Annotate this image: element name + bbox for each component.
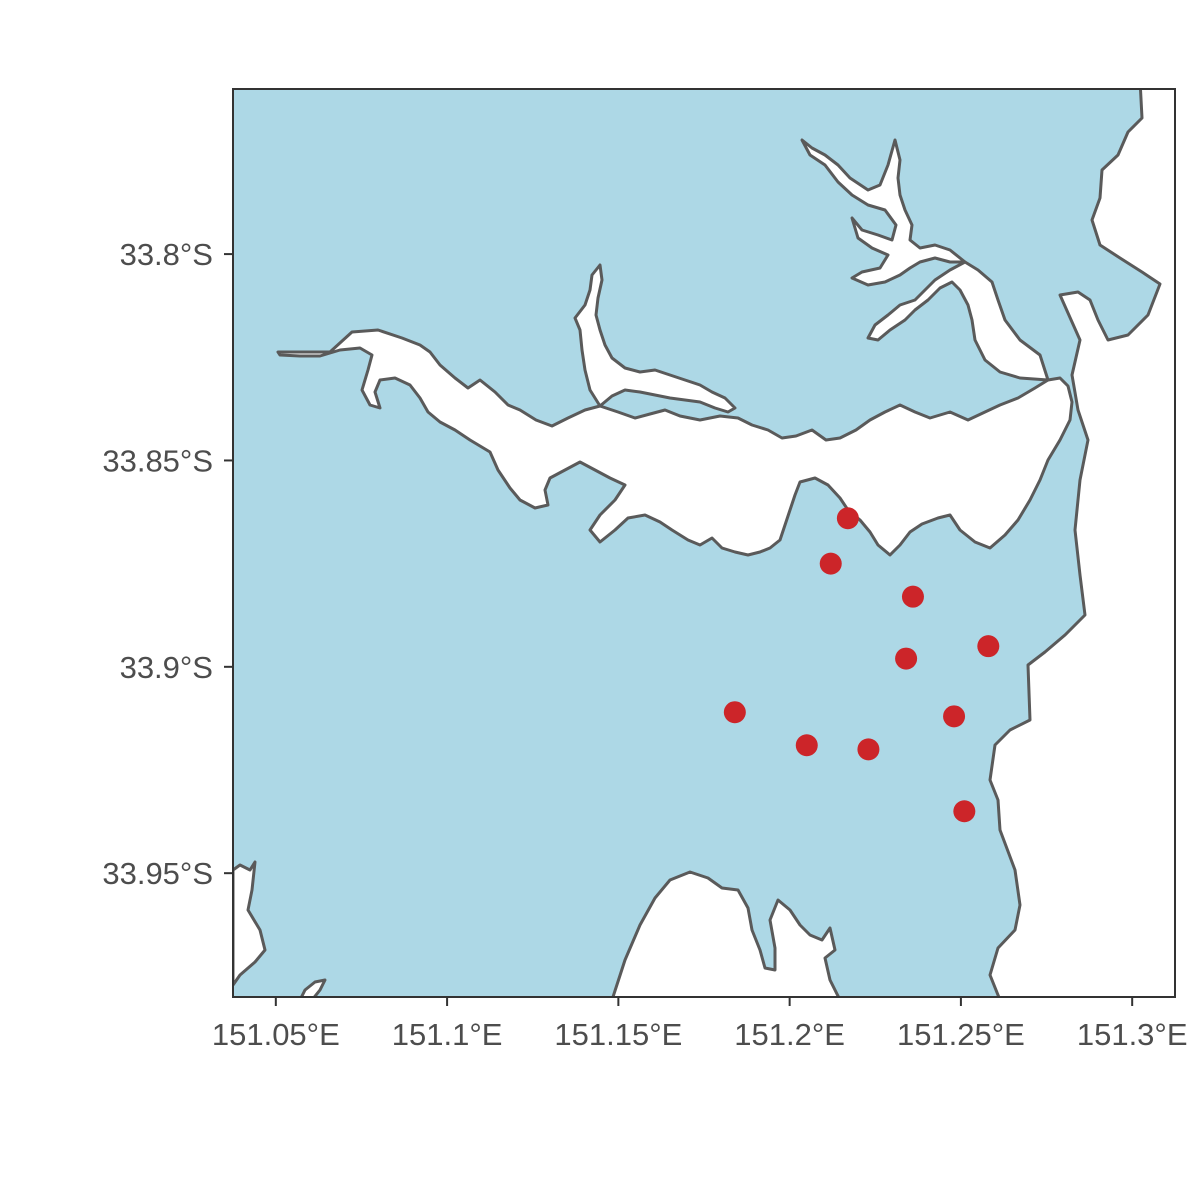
sample-site-point [901, 585, 924, 608]
x-tick-label: 151.25°E [897, 1017, 1025, 1052]
x-tick-label: 151.3°E [1077, 1017, 1188, 1052]
sample-sites [723, 507, 1000, 823]
cooks-river-bay [611, 870, 841, 997]
x-axis: 151.05°E 151.1°E 151.15°E 151.2°E 151.25°E 15… [212, 997, 1188, 1052]
middle-harbour [866, 260, 1050, 382]
sample-site-point [795, 734, 818, 757]
sample-site-point [836, 507, 859, 530]
x-tick-label: 151.05°E [212, 1017, 340, 1052]
small-inlet [299, 978, 327, 997]
sample-site-point [723, 701, 746, 724]
y-axis: 33.8°S 33.85°S 33.9°S 33.95°S [102, 237, 233, 891]
x-tick-label: 151.1°E [392, 1017, 503, 1052]
sample-site-point [977, 635, 1000, 658]
sample-site-point [819, 552, 842, 575]
ocean-east [988, 89, 1175, 997]
sample-site-point [895, 647, 918, 670]
parramatta-inlet [233, 860, 267, 987]
middle-harbour-upper [800, 138, 967, 287]
y-tick-label: 33.85°S [102, 443, 213, 478]
x-tick-label: 151.15°E [554, 1017, 682, 1052]
map-panel [233, 89, 1175, 997]
y-tick-label: 33.95°S [102, 856, 213, 891]
x-tick-label: 151.2°E [734, 1017, 845, 1052]
sample-site-point [953, 800, 976, 823]
lane-cove-river [573, 263, 737, 414]
panel-border [232, 88, 1176, 998]
sample-site-point [943, 705, 966, 728]
port-jackson-harbour [276, 328, 1074, 557]
sample-site-point [857, 738, 880, 761]
y-tick-label: 33.9°S [120, 650, 213, 685]
y-tick-label: 33.8°S [120, 237, 213, 272]
